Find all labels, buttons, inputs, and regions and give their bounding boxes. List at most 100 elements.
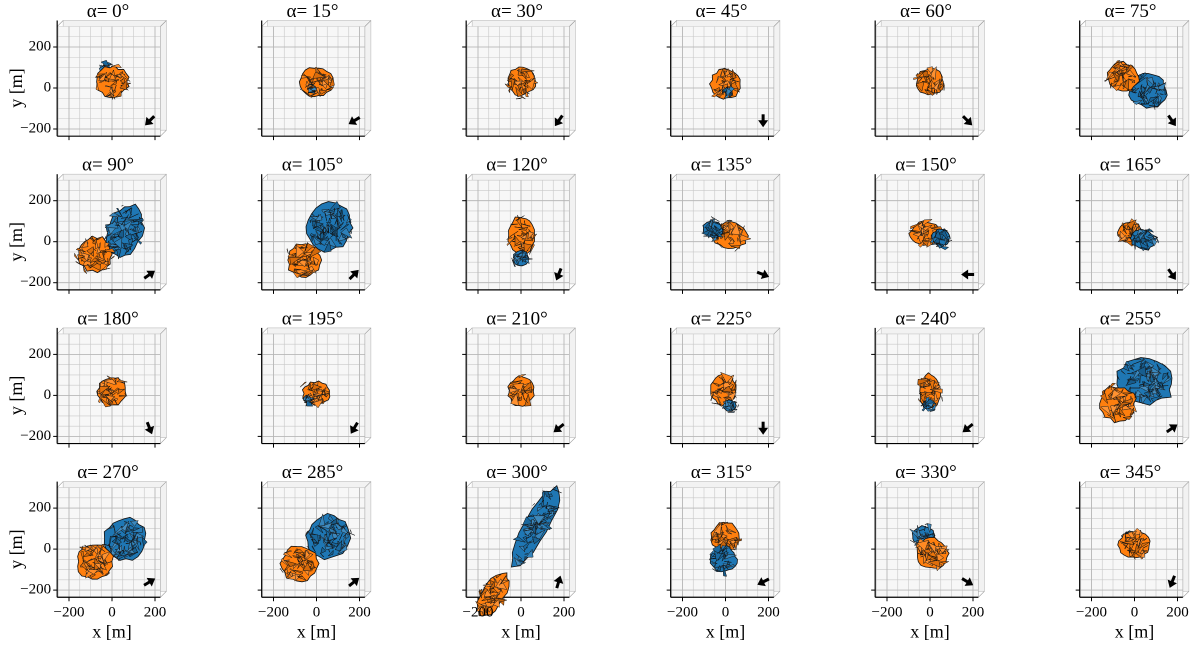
facet-shade: [303, 73, 312, 81]
facet: [909, 229, 917, 233]
box-edge: [261, 173, 268, 181]
y-axis-label: y [m]: [6, 376, 26, 416]
facet-shade: [79, 256, 90, 262]
facet: [325, 221, 333, 231]
facet-shade: [723, 81, 725, 85]
panel-title: α= 225°: [691, 308, 753, 329]
facet: [910, 229, 921, 234]
facet: [318, 80, 323, 87]
facet: [710, 89, 722, 98]
facet: [299, 88, 302, 91]
facet-shade: [520, 234, 527, 239]
facet: [526, 77, 536, 91]
facet: [1140, 92, 1148, 105]
facet-shade: [81, 241, 86, 246]
facet-shade: [321, 74, 330, 82]
x-tick-label: −200: [463, 605, 494, 621]
sun-arrow-head: [145, 116, 154, 126]
facet: [302, 73, 312, 81]
facet: [1132, 100, 1143, 105]
facet-shade: [309, 247, 321, 258]
facet: [930, 227, 933, 230]
facet-shade: [936, 242, 943, 249]
facet: [701, 229, 711, 236]
facet: [340, 227, 353, 239]
facet-shade: [295, 259, 307, 267]
facet: [116, 248, 122, 260]
facet: [117, 233, 121, 239]
facet: [130, 223, 140, 228]
facet-shade: [718, 80, 733, 88]
box-edge: [773, 20, 781, 27]
facet: [308, 246, 322, 259]
facet: [308, 83, 314, 86]
facet: [307, 263, 310, 271]
facet: [332, 226, 341, 235]
facet: [340, 223, 350, 231]
facet: [939, 229, 945, 235]
facet: [312, 235, 322, 245]
facet: [915, 81, 925, 92]
facet: [303, 90, 313, 98]
facet-shade: [507, 83, 510, 87]
facet: [123, 219, 134, 230]
facet-shade: [1141, 86, 1147, 94]
facet-shade: [132, 233, 139, 240]
facet-shade: [318, 89, 327, 95]
facet-shade: [524, 220, 526, 225]
box-edge: [773, 283, 781, 291]
facet-shade: [717, 242, 723, 248]
panel: α= 45°: [666, 1, 781, 141]
facet-shade: [921, 221, 925, 228]
box-edge: [874, 481, 882, 488]
y-tick-label: 200: [29, 346, 52, 362]
facet: [298, 272, 310, 277]
panel: α= 135°: [666, 155, 781, 294]
facet-shade: [1127, 89, 1135, 92]
box-edge: [978, 437, 985, 444]
facet: [312, 71, 326, 79]
facet: [1124, 64, 1134, 75]
panel-title: α= 300°: [486, 462, 548, 483]
facet: [1123, 227, 1127, 235]
facet: [110, 80, 118, 86]
facet: [1157, 92, 1162, 104]
facet-shade: [506, 237, 513, 240]
box-edge: [1182, 437, 1190, 444]
facet: [516, 217, 523, 228]
box-edge: [773, 173, 781, 181]
facet-shade: [909, 230, 917, 233]
facet-shade: [119, 79, 128, 90]
facet-shade: [519, 94, 526, 99]
facet: [1133, 87, 1140, 94]
facet-shade: [928, 74, 933, 82]
facet-shade: [1147, 97, 1158, 104]
y-tick-label: 200: [29, 192, 52, 208]
facet-shade: [920, 232, 922, 236]
facet-shade: [289, 257, 302, 265]
facet-shade: [123, 243, 126, 250]
facet-shade: [326, 87, 332, 90]
facet-shade: [104, 221, 119, 229]
facet-shade: [714, 87, 720, 92]
box-edge: [56, 327, 64, 335]
y-tick-label: 0: [44, 387, 52, 403]
facet-shade: [328, 201, 341, 212]
facet-shade: [310, 271, 313, 273]
panel: α= 60°: [871, 1, 985, 141]
facet: [310, 92, 319, 96]
facet: [345, 217, 352, 225]
box-edge: [364, 129, 372, 137]
facet-shade: [730, 95, 732, 97]
facet-shade: [98, 76, 109, 83]
panel-title: α= 330°: [895, 462, 957, 483]
panel-title: α= 30°: [491, 1, 543, 22]
facet-shade: [308, 263, 310, 270]
facet-shade: [129, 207, 132, 215]
facet-shade: [722, 88, 726, 94]
facet: [738, 233, 752, 242]
facet: [317, 68, 324, 76]
facet: [90, 250, 94, 255]
facet-shade: [292, 264, 299, 266]
